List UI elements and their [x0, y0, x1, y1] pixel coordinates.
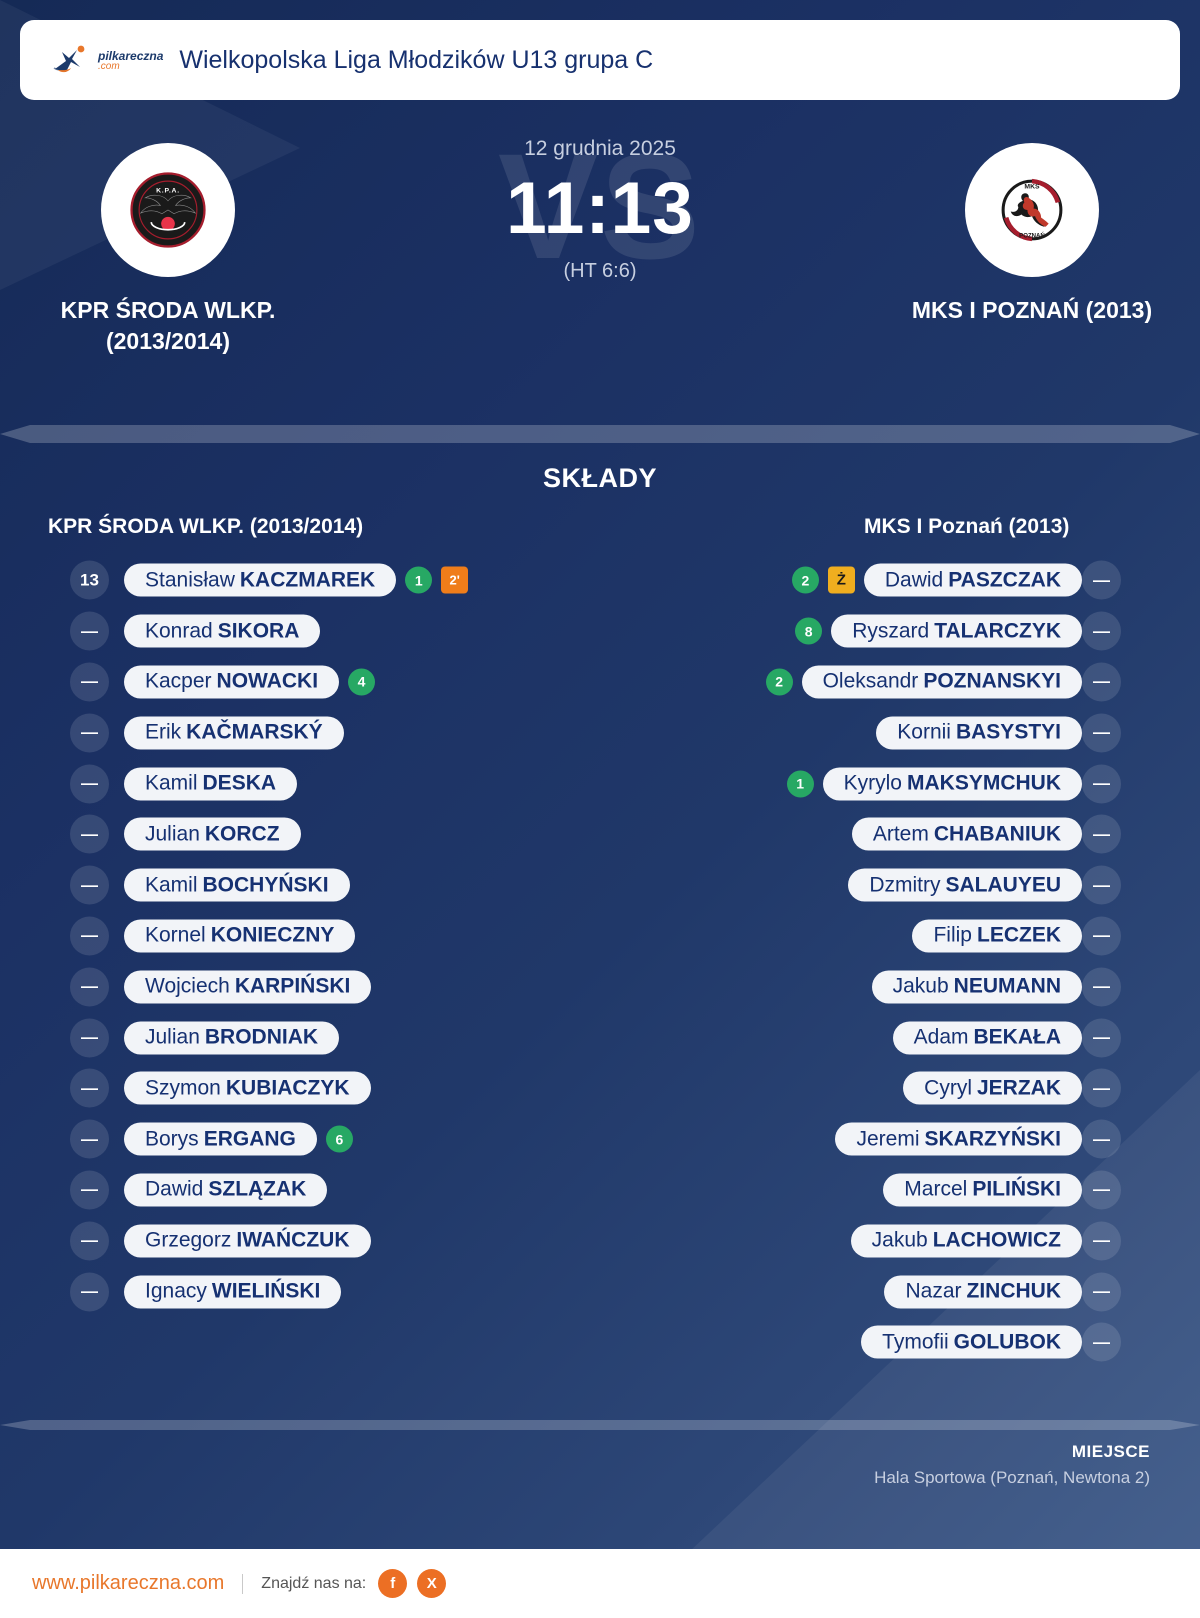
svg-text:POZNAŃ: POZNAŃ — [1019, 231, 1045, 239]
svg-text:K.P.A.: K.P.A. — [156, 188, 180, 195]
svg-text:MKS: MKS — [1024, 184, 1040, 191]
